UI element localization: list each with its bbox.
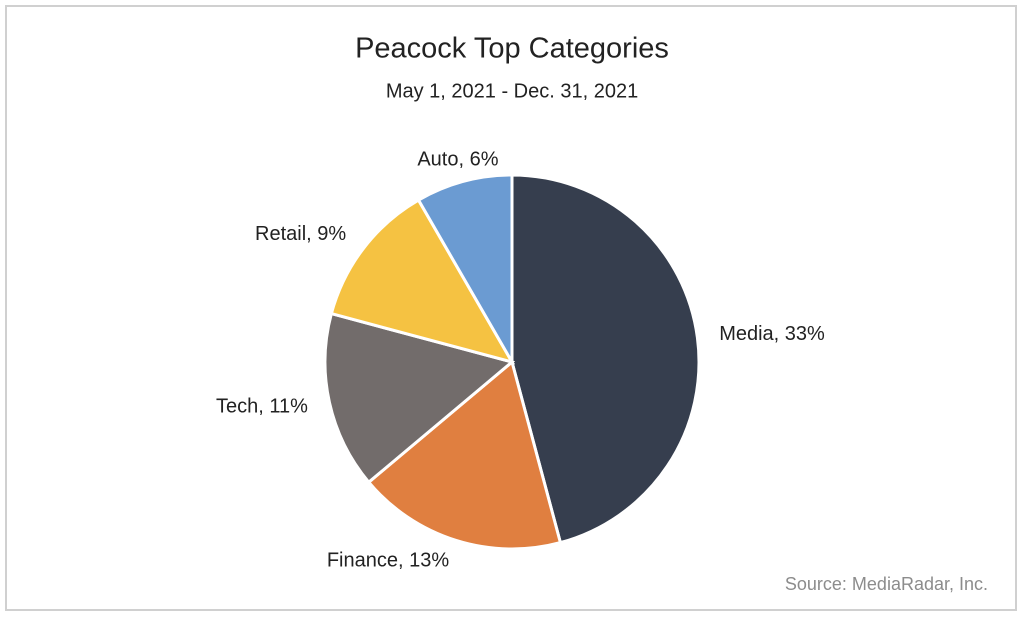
slice-label: Retail, 9%: [255, 223, 346, 245]
slice-label: Tech, 11%: [216, 396, 308, 418]
pie-slice: [323, 311, 516, 485]
slice-label: Auto, 6%: [417, 148, 498, 170]
slice-label: Finance, 13%: [327, 550, 450, 572]
pie-slice: [510, 173, 701, 545]
slice-label: Media, 33%: [719, 323, 825, 345]
pie-slice: [329, 198, 516, 365]
pie-slice: [416, 173, 514, 368]
source-note: Source: MediaRadar, Inc.: [785, 574, 988, 594]
pie-slice: [366, 359, 563, 551]
chart-subtitle: May 1, 2021 - Dec. 31, 2021: [386, 80, 638, 102]
chart-title: Peacock Top Categories: [355, 33, 669, 65]
